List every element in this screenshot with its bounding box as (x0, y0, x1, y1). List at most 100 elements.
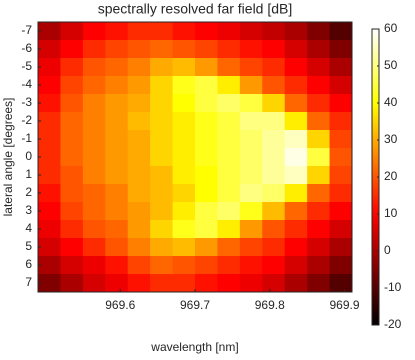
heat-cell (262, 94, 286, 113)
heat-cell (82, 184, 106, 203)
heat-cell (195, 130, 218, 149)
heat-cell (150, 220, 174, 239)
heat-cell (127, 94, 151, 113)
y-tick-label: -4 (21, 77, 32, 91)
heat-cell (150, 58, 174, 77)
heat-cell (284, 256, 308, 275)
heat-cell (38, 40, 61, 59)
heat-cell (307, 202, 331, 221)
heat-cell (329, 238, 353, 257)
heat-cell (307, 130, 331, 149)
heat-cell (329, 112, 353, 131)
heat-cell (307, 220, 331, 239)
heat-cell (195, 274, 218, 293)
heat-cell (329, 274, 353, 293)
heat-cell (307, 274, 331, 293)
heat-cell (60, 94, 84, 113)
heat-cell (195, 184, 218, 203)
y-tick-label: 3 (25, 203, 32, 217)
heat-cell (307, 112, 331, 131)
heat-cell (150, 274, 174, 293)
heat-cell (60, 256, 84, 275)
heat-cell (217, 40, 241, 59)
heat-cell (307, 58, 331, 77)
colorbar-tick-label: 0 (384, 243, 391, 257)
heat-cell (60, 184, 84, 203)
heat-cell (217, 112, 241, 131)
heat-cell (284, 238, 308, 257)
heat-cell (127, 256, 151, 275)
heat-cell (60, 220, 84, 239)
heat-cell (105, 238, 129, 257)
heat-cell (195, 148, 218, 167)
heat-cell (172, 256, 196, 275)
heat-cell (38, 148, 61, 167)
heat-cell (217, 76, 241, 95)
heat-cell (217, 166, 241, 185)
heat-cell (329, 184, 353, 203)
chart-title: spectrally resolved far field [dB] (98, 1, 293, 17)
heat-cell (60, 58, 84, 77)
heat-cell (105, 76, 129, 95)
heat-cell (195, 58, 218, 77)
heat-cell (82, 202, 106, 221)
heat-cell (82, 58, 106, 77)
heat-cell (262, 76, 286, 95)
heat-cell (60, 76, 84, 95)
heat-cell (172, 130, 196, 149)
heat-cell (105, 220, 129, 239)
heat-cell (127, 22, 151, 41)
heat-cell (82, 76, 106, 95)
heat-cell (82, 130, 106, 149)
heat-cell (38, 238, 61, 257)
heat-cell (239, 22, 263, 41)
heat-cell (307, 166, 331, 185)
heat-cell (105, 166, 129, 185)
heat-cell (262, 274, 286, 293)
heat-cell (172, 58, 196, 77)
heat-cell (329, 76, 353, 95)
heat-cell (38, 202, 61, 221)
heat-cell (127, 238, 151, 257)
heat-cell (82, 112, 106, 131)
heat-cell (195, 238, 218, 257)
x-tick-label: 969.7 (180, 298, 210, 312)
heat-cell (217, 238, 241, 257)
heat-cell (127, 148, 151, 167)
heat-cell (284, 202, 308, 221)
heat-cell (329, 40, 353, 59)
heat-cell (150, 202, 174, 221)
heat-cell (239, 76, 263, 95)
heat-cell (239, 202, 263, 221)
heat-cell (217, 256, 241, 275)
heat-cell (127, 112, 151, 131)
colorbar-tick-label: -20 (384, 317, 402, 331)
heat-cell (217, 130, 241, 149)
heat-cell (38, 166, 61, 185)
colorbar-tick-label: 40 (384, 95, 398, 109)
heat-cell (239, 184, 263, 203)
heat-cell (150, 22, 174, 41)
heat-cell (239, 130, 263, 149)
heat-cell (307, 148, 331, 167)
heat-cell (127, 76, 151, 95)
heat-cell (217, 58, 241, 77)
heat-cell (38, 220, 61, 239)
heat-cell (38, 94, 61, 113)
heat-cell (239, 58, 263, 77)
heat-cell (329, 148, 353, 167)
heat-cell (150, 166, 174, 185)
heat-cell (105, 94, 129, 113)
heat-cell (239, 238, 263, 257)
heat-cell (195, 94, 218, 113)
heat-cell (172, 22, 196, 41)
heat-cell (150, 256, 174, 275)
x-tick-label: 969.6 (105, 298, 135, 312)
heat-cell (172, 40, 196, 59)
heat-cell (239, 40, 263, 59)
heat-cell (172, 184, 196, 203)
heat-cell (105, 112, 129, 131)
heat-cell (105, 202, 129, 221)
y-tick-label: -6 (21, 41, 32, 55)
